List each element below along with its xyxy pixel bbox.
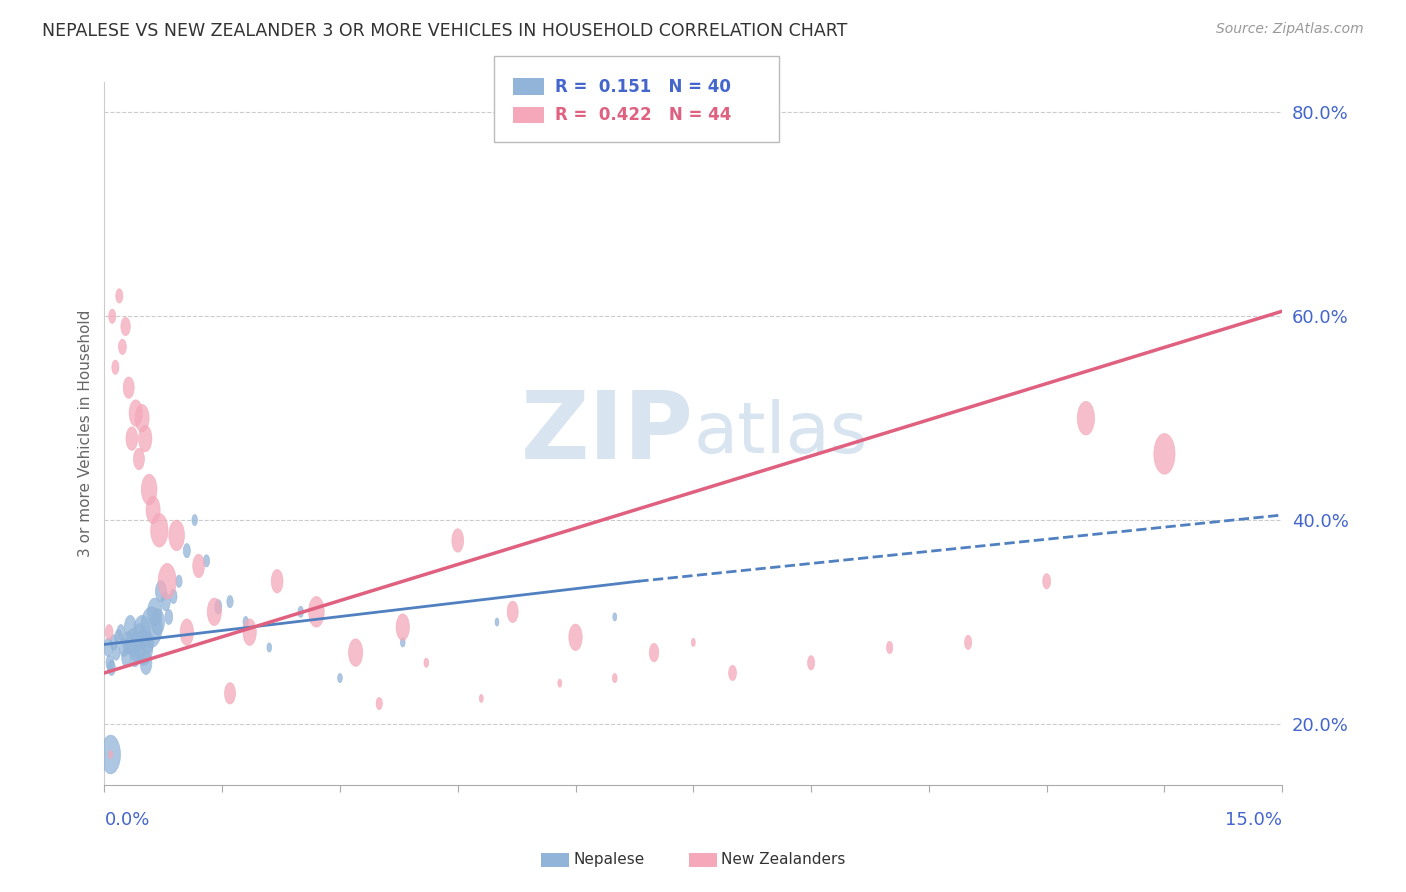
Ellipse shape <box>965 635 972 649</box>
Ellipse shape <box>115 289 122 303</box>
Ellipse shape <box>129 632 145 663</box>
Ellipse shape <box>156 581 166 602</box>
Ellipse shape <box>112 360 120 375</box>
Ellipse shape <box>101 735 121 774</box>
Text: R =  0.422   N = 44: R = 0.422 N = 44 <box>555 106 731 124</box>
Ellipse shape <box>613 673 617 682</box>
Ellipse shape <box>558 679 562 687</box>
Ellipse shape <box>886 641 893 654</box>
Ellipse shape <box>401 638 405 647</box>
Ellipse shape <box>121 318 131 335</box>
Text: ZIP: ZIP <box>520 387 693 480</box>
Ellipse shape <box>451 529 464 552</box>
Ellipse shape <box>124 615 136 639</box>
Ellipse shape <box>141 475 157 505</box>
Ellipse shape <box>104 639 112 657</box>
Ellipse shape <box>1043 574 1050 589</box>
Ellipse shape <box>508 601 519 623</box>
Ellipse shape <box>132 624 146 651</box>
Ellipse shape <box>150 514 167 547</box>
Ellipse shape <box>135 404 149 432</box>
Ellipse shape <box>271 569 283 593</box>
Ellipse shape <box>134 615 150 649</box>
Ellipse shape <box>141 607 162 648</box>
Ellipse shape <box>139 425 152 452</box>
Ellipse shape <box>108 750 112 758</box>
Ellipse shape <box>110 635 118 650</box>
Ellipse shape <box>176 575 183 587</box>
Ellipse shape <box>1154 434 1175 475</box>
Ellipse shape <box>396 614 409 640</box>
Ellipse shape <box>267 643 271 652</box>
Ellipse shape <box>183 543 190 558</box>
Ellipse shape <box>298 607 304 617</box>
Ellipse shape <box>215 599 222 614</box>
Ellipse shape <box>143 632 153 653</box>
Text: NEPALESE VS NEW ZEALANDER 3 OR MORE VEHICLES IN HOUSEHOLD CORRELATION CHART: NEPALESE VS NEW ZEALANDER 3 OR MORE VEHI… <box>42 22 848 40</box>
Ellipse shape <box>169 520 184 550</box>
Ellipse shape <box>124 377 134 399</box>
Ellipse shape <box>692 639 695 647</box>
Ellipse shape <box>107 660 115 675</box>
Ellipse shape <box>148 598 162 625</box>
Ellipse shape <box>375 698 382 710</box>
Text: 15.0%: 15.0% <box>1225 811 1282 829</box>
Ellipse shape <box>134 449 145 470</box>
Ellipse shape <box>650 643 659 662</box>
Ellipse shape <box>180 619 194 646</box>
Ellipse shape <box>108 310 115 324</box>
Ellipse shape <box>495 618 499 626</box>
Ellipse shape <box>807 656 814 670</box>
Ellipse shape <box>207 598 221 625</box>
Text: atlas: atlas <box>693 399 868 468</box>
Ellipse shape <box>243 616 249 628</box>
Text: Nepalese: Nepalese <box>574 853 645 867</box>
Ellipse shape <box>157 564 176 599</box>
Ellipse shape <box>122 632 134 653</box>
Ellipse shape <box>479 694 484 703</box>
Ellipse shape <box>204 555 209 567</box>
Ellipse shape <box>150 608 165 635</box>
Y-axis label: 3 or more Vehicles in Household: 3 or more Vehicles in Household <box>79 310 93 558</box>
Ellipse shape <box>193 515 197 525</box>
Ellipse shape <box>122 648 131 667</box>
Ellipse shape <box>425 658 429 667</box>
Ellipse shape <box>115 630 122 645</box>
Text: R =  0.151   N = 40: R = 0.151 N = 40 <box>555 78 731 95</box>
Ellipse shape <box>125 629 139 657</box>
Ellipse shape <box>225 682 236 704</box>
Ellipse shape <box>170 590 177 604</box>
Text: New Zealanders: New Zealanders <box>721 853 845 867</box>
Ellipse shape <box>135 630 153 665</box>
Ellipse shape <box>165 609 173 624</box>
Ellipse shape <box>308 597 325 627</box>
Ellipse shape <box>160 592 170 611</box>
Ellipse shape <box>112 645 120 660</box>
Text: Source: ZipAtlas.com: Source: ZipAtlas.com <box>1216 22 1364 37</box>
Ellipse shape <box>120 639 129 657</box>
Ellipse shape <box>146 496 160 524</box>
Ellipse shape <box>127 427 138 450</box>
Ellipse shape <box>613 613 617 621</box>
Ellipse shape <box>337 673 342 682</box>
Ellipse shape <box>728 665 737 681</box>
Ellipse shape <box>105 624 112 640</box>
Text: 0.0%: 0.0% <box>104 811 150 829</box>
Ellipse shape <box>243 619 256 646</box>
Ellipse shape <box>226 596 233 607</box>
Ellipse shape <box>131 648 139 667</box>
Ellipse shape <box>349 639 363 666</box>
Ellipse shape <box>1077 401 1094 435</box>
Ellipse shape <box>193 554 204 578</box>
Ellipse shape <box>118 339 127 354</box>
Ellipse shape <box>117 624 125 640</box>
Ellipse shape <box>129 400 142 426</box>
Ellipse shape <box>141 651 152 674</box>
Ellipse shape <box>105 655 114 671</box>
Ellipse shape <box>569 624 582 650</box>
